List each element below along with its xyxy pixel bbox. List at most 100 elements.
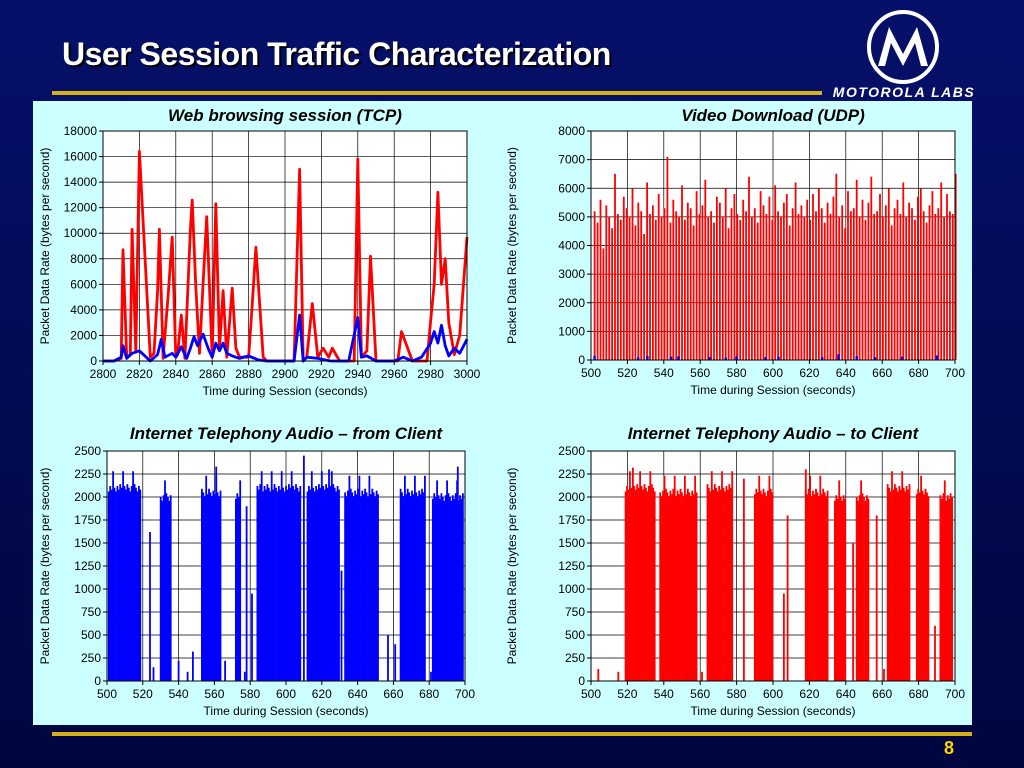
y-axis-label: Packet Data Rate (bytes per second) — [505, 147, 519, 344]
title-underline — [52, 91, 822, 95]
x-tick-label: 560 — [204, 687, 224, 701]
y-tick-label: 6000 — [558, 181, 585, 195]
x-tick-label: 2900 — [272, 367, 299, 381]
data-marks — [593, 156, 957, 360]
y-tick-label: 0 — [90, 354, 97, 368]
y-tick-label: 1750 — [74, 513, 101, 527]
x-tick-label: 640 — [836, 366, 856, 380]
y-tick-label: 14000 — [64, 175, 98, 189]
y-tick-label: 10000 — [64, 226, 98, 240]
y-tick-label: 4000 — [70, 303, 97, 317]
x-tick-label: 600 — [763, 687, 783, 701]
x-axis-label: Time during Session (seconds) — [691, 383, 856, 397]
chart-web-browsing: 2800 2820 2840 2860 2880 2900 2920 2940 2960 2980… — [38, 106, 481, 398]
y-tick-label: 16000 — [64, 150, 98, 164]
x-tick-label: 540 — [654, 687, 674, 701]
data-marks — [597, 467, 954, 681]
x-tick-label: 3000 — [454, 367, 481, 381]
y-tick-label: 18000 — [64, 124, 98, 138]
charts-panel: 2800 2820 2840 2860 2880 2900 2920 2940 2960 2980… — [33, 101, 972, 725]
y-tick-label: 2250 — [74, 467, 101, 481]
x-axis-label: Time during Session (seconds) — [203, 384, 368, 398]
y-axis-label: Packet Data Rate (bytes per second) — [38, 148, 52, 345]
y-axis-label: Packet Data Rate (bytes per second) — [505, 468, 519, 665]
x-tick-label: 620 — [312, 687, 332, 701]
x-axis-label: Time during Session (seconds) — [204, 704, 369, 718]
x-tick-label: 600 — [276, 687, 296, 701]
y-tick-label: 250 — [565, 651, 585, 665]
y-tick-label: 1000 — [558, 582, 585, 596]
chart-telephony-from-client: 500 520 540 560 580 600 620 640 660 680 700 0 250 500… — [38, 424, 475, 718]
series-line-1 — [103, 313, 469, 363]
x-tick-label: 580 — [240, 687, 260, 701]
x-tick-label: 2820 — [126, 367, 153, 381]
y-tick-label: 1000 — [558, 324, 585, 338]
x-tick-label: 500 — [581, 687, 601, 701]
x-tick-label: 540 — [654, 366, 674, 380]
y-tick-label: 8000 — [558, 124, 585, 138]
x-tick-label: 580 — [727, 366, 747, 380]
y-tick-label: 250 — [81, 651, 101, 665]
x-tick-label: 2880 — [235, 367, 262, 381]
chart-title: Video Download (UDP) — [681, 106, 865, 125]
x-tick-label: 640 — [836, 687, 856, 701]
y-tick-label: 2500 — [558, 444, 585, 458]
x-axis-label: Time during Session (seconds) — [691, 704, 856, 718]
footer-line — [52, 732, 972, 736]
y-tick-label: 2000 — [74, 490, 101, 504]
motorola-logo-icon — [867, 10, 939, 84]
x-tick-label: 560 — [690, 687, 710, 701]
x-tick-label: 520 — [133, 687, 153, 701]
x-tick-label: 660 — [872, 366, 892, 380]
y-tick-label: 1500 — [558, 536, 585, 550]
x-tick-label: 500 — [97, 687, 117, 701]
x-tick-label: 500 — [581, 366, 601, 380]
y-tick-label: 6000 — [70, 277, 97, 291]
x-tick-label: 640 — [348, 687, 368, 701]
x-tick-label: 520 — [617, 687, 637, 701]
y-tick-label: 2000 — [558, 490, 585, 504]
x-tick-label: 700 — [945, 366, 965, 380]
y-tick-label: 1250 — [558, 559, 585, 573]
x-tick-label: 620 — [799, 366, 819, 380]
x-tick-label: 2940 — [344, 367, 371, 381]
x-tick-label: 2960 — [381, 367, 408, 381]
y-tick-label: 3000 — [558, 267, 585, 281]
y-tick-label: 7000 — [558, 153, 585, 167]
x-tick-label: 540 — [169, 687, 189, 701]
x-tick-label: 600 — [763, 366, 783, 380]
slide-title: User Session Traffic Characterization — [62, 36, 611, 72]
x-tick-label: 680 — [909, 366, 929, 380]
chart-video-download: 500 520 540 560 580 600 620 640 660 680 7000100020… — [505, 106, 965, 397]
y-tick-label: 750 — [81, 605, 101, 619]
x-tick-label: 700 — [455, 687, 475, 701]
y-tick-label: 0 — [94, 674, 101, 688]
chart-telephony-to-client: 500 520 540 560 580 600 620 640 660 680 700 0 250 500… — [505, 424, 965, 718]
y-tick-label: 2250 — [558, 467, 585, 481]
y-tick-label: 1500 — [74, 536, 101, 550]
chart-title: Web browsing session (TCP) — [168, 106, 402, 125]
y-tick-label: 5000 — [558, 210, 585, 224]
y-tick-label: 0 — [578, 353, 585, 367]
x-tick-label: 2860 — [199, 367, 226, 381]
y-tick-label: 0 — [578, 674, 585, 688]
y-tick-label: 2000 — [70, 328, 97, 342]
y-tick-label: 8000 — [70, 252, 97, 266]
x-tick-label: 620 — [799, 687, 819, 701]
x-tick-label: 660 — [872, 687, 892, 701]
y-tick-label: 12000 — [64, 201, 98, 215]
x-tick-label: 680 — [419, 687, 439, 701]
page-number: 8 — [943, 738, 954, 758]
brand-name: MOTOROLA LABS — [832, 84, 976, 100]
x-tick-label: 680 — [909, 687, 929, 701]
y-tick-label: 1000 — [74, 582, 101, 596]
x-tick-label: 2840 — [162, 367, 189, 381]
y-tick-label: 500 — [565, 628, 585, 642]
data-marks — [107, 455, 464, 681]
y-tick-label: 1750 — [558, 513, 585, 527]
x-tick-label: 2920 — [308, 367, 335, 381]
chart-title: Internet Telephony Audio – from Client — [130, 424, 444, 443]
y-tick-label: 750 — [565, 605, 585, 619]
y-tick-label: 1250 — [74, 559, 101, 573]
x-tick-label: 2800 — [90, 367, 117, 381]
